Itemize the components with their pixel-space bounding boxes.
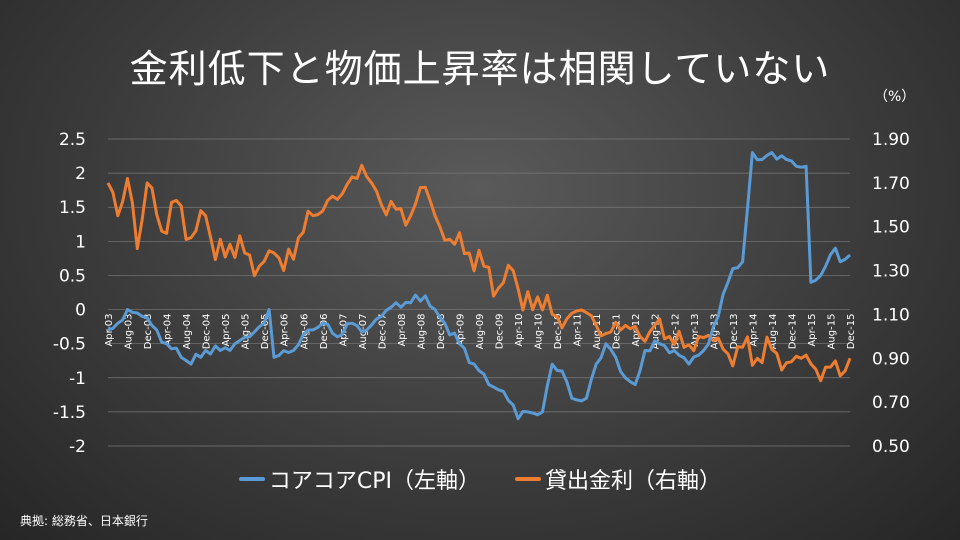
x-tick-label: Aug-04 [182,314,193,350]
x-tick-label: Apr-14 [748,314,759,347]
legend-label-lending-rate: 貸出金利（右軸） [545,469,722,494]
x-tick-label: Dec-12 [670,314,681,350]
x-tick-label: Apr-13 [690,314,701,347]
legend-label-cpi: コアコアCPI（左軸） [268,469,481,494]
x-tick-label: Apr-11 [573,314,584,347]
y-right-tick-label: 1.10 [872,305,910,325]
x-tick-label: Dec-15 [846,314,857,350]
x-tick-label: Aug-13 [709,314,720,350]
source-note: 典拠: 総務省、日本銀行 [20,514,148,528]
x-tick-label: Apr-06 [280,314,291,347]
x-tick-label: Apr-15 [807,314,818,347]
x-tick-label: Dec-14 [787,314,798,350]
y-right-tick-label: 0.50 [872,437,910,457]
series-line-lending-rate [106,163,852,383]
series-line-core-core-cpi [107,151,852,421]
x-tick-label: Aug-10 [534,314,545,350]
x-tick-label: Apr-09 [455,314,466,347]
x-tick-label: Aug-08 [416,314,427,350]
x-tick-label: Dec-09 [495,314,506,350]
x-tick-label: Aug-03 [124,314,135,350]
legend-swatch-lending-rate [515,477,542,481]
right-axis-unit: （%） [874,89,916,105]
x-tick-label: Apr-10 [514,314,525,347]
y-right-tick-label: 1.50 [872,218,910,238]
y-right-tick-label: 0.70 [872,393,910,413]
y-right-tick-label: 0.90 [872,349,910,369]
y-left-tick-label: 1.5 [59,198,86,218]
x-tick-label: Aug-09 [475,314,486,350]
y-right-tick-label: 1.70 [872,174,910,194]
x-tick-label: Aug-14 [768,314,779,350]
x-tick-label: Dec-13 [729,314,740,350]
x-tick-label: Aug-12 [651,314,662,350]
x-tick-label: Dec-03 [143,314,154,350]
x-tick-label: Aug-05 [241,314,252,350]
y-left-tick-label: 0 [75,301,86,321]
y-left-tick-label: -0.5 [53,335,86,355]
x-tick-label: Dec-08 [436,314,447,350]
x-tick-label: Apr-04 [163,314,174,347]
y-left-tick-label: -1.5 [53,403,86,423]
legend-item-cpi: コアコアCPI（左軸） [238,463,481,495]
x-tick-label: Dec-04 [202,314,213,350]
x-tick-label: Dec-07 [377,314,388,350]
legend: コアコアCPI（左軸） 貸出金利（右軸） [0,462,960,495]
x-tick-label: Apr-08 [397,314,408,347]
y-left-tick-label: -2 [69,437,86,457]
chart-title: 金利低下と物価上昇率は相関していない [129,47,831,91]
y-left-tick-label: 1 [75,232,86,252]
y-left-tick-label: 0.5 [59,266,86,286]
y-left-tick-label: 2.5 [59,130,86,150]
legend-item-lending-rate: 貸出金利（右軸） [515,463,721,495]
x-tick-label: Dec-10 [553,314,564,350]
x-tick-label: Apr-05 [221,314,232,347]
legend-swatch-cpi [238,477,265,481]
x-tick-label: Dec-11 [612,314,623,350]
y-left-tick-label: -1 [69,369,86,389]
x-tick-label: Aug-15 [826,314,837,350]
x-tick-label: Dec-05 [260,314,271,350]
y-right-tick-label: 1.30 [872,262,910,282]
y-left-tick-label: 2 [75,164,86,184]
y-right-tick-label: 1.90 [872,130,910,150]
x-tick-label: Dec-06 [319,314,330,350]
